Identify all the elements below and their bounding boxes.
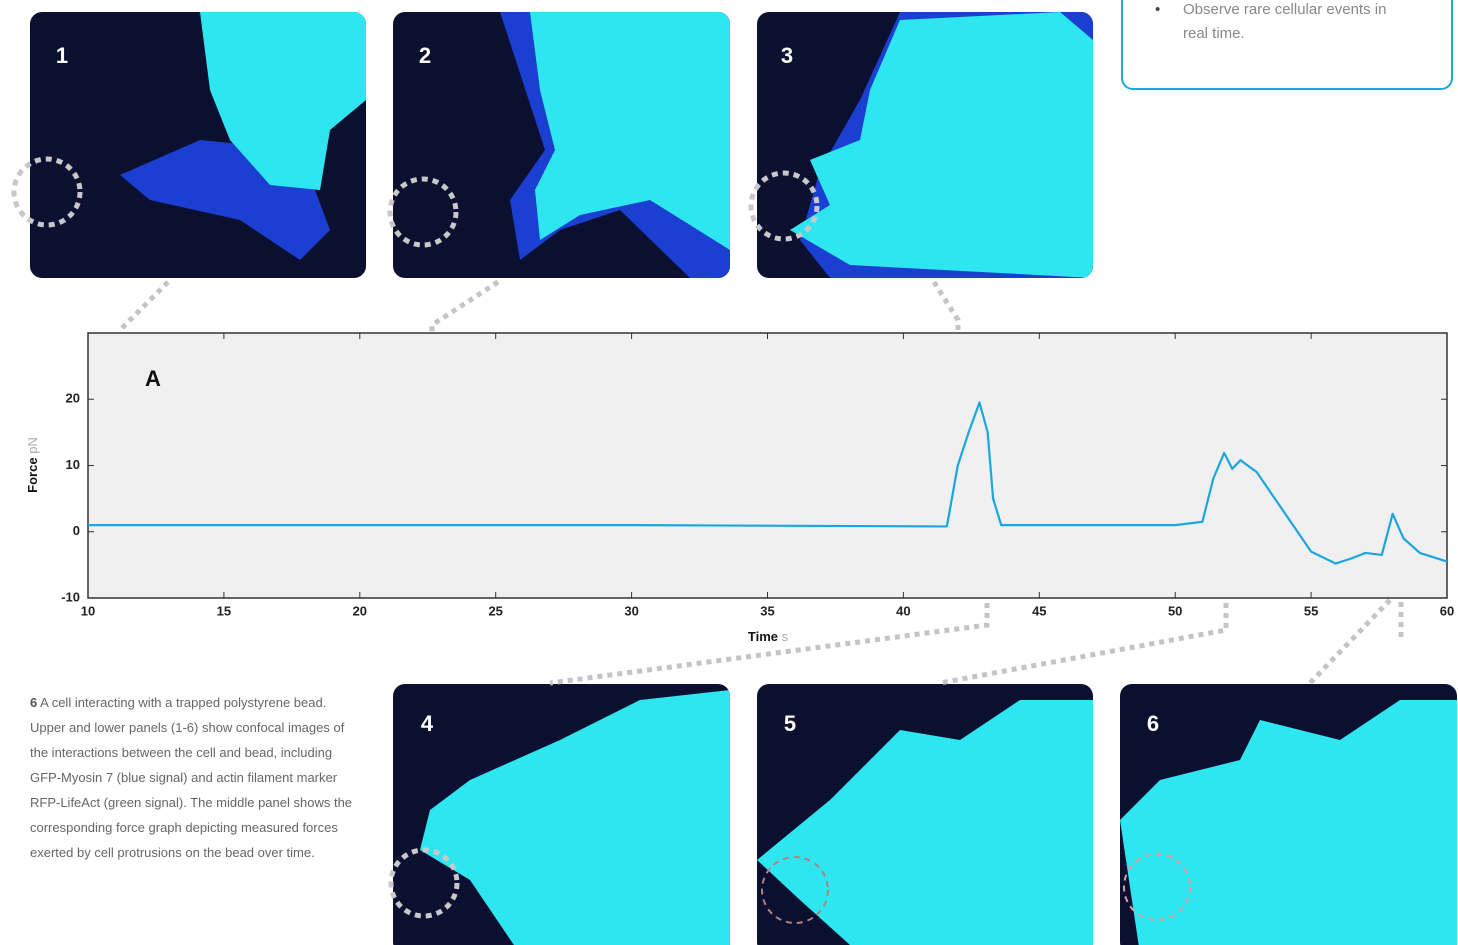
x-tick-label: 20: [353, 603, 367, 618]
x-tick-label: 45: [1032, 603, 1046, 618]
x-label: Time: [748, 629, 778, 644]
bullet: •: [1155, 1, 1161, 18]
caption-number: 6: [30, 695, 38, 710]
caption-text: A cell interacting with a trapped polyst…: [30, 695, 353, 860]
x-tick-label: 60: [1440, 603, 1454, 618]
callout-box: • Observe rare cellular events in real ti…: [1121, 0, 1453, 90]
cell-shapes: [120, 12, 1457, 945]
caption: 6 A cell interacting with a trapped poly…: [30, 690, 360, 865]
panel-label: 1: [56, 43, 68, 68]
x-tick-label: 10: [81, 603, 95, 618]
y-tick-label: -10: [61, 589, 80, 604]
bead-circles: [11, 156, 1191, 924]
panel-label: 4: [421, 711, 434, 736]
y-tick-label: 0: [73, 523, 80, 538]
y-label: Force: [25, 457, 40, 492]
y-axis-label: Force pN: [25, 437, 40, 493]
x-tick-label: 55: [1304, 603, 1318, 618]
force-line: [88, 401, 1448, 565]
panel-label: 3: [781, 43, 793, 68]
x-axis-label: Time s: [748, 629, 789, 644]
panel-label: 2: [419, 43, 431, 68]
panel-label: 5: [784, 711, 796, 736]
x-tick-label: 40: [896, 603, 910, 618]
x-tick-label: 15: [217, 603, 231, 618]
x-unit: s: [782, 629, 789, 644]
x-tick-label: 30: [624, 603, 638, 618]
y-unit: pN: [25, 437, 40, 454]
y-tick-label: 10: [66, 457, 80, 472]
y-tick-label: 20: [66, 391, 80, 406]
x-tick-label: 35: [760, 603, 774, 618]
callout-text: Observe rare cellular events in real tim…: [1183, 1, 1387, 42]
plot-area: [87, 332, 1448, 599]
x-tick-label: 25: [488, 603, 502, 618]
panel-annotation: A: [145, 366, 161, 391]
x-tick-label: 50: [1168, 603, 1182, 618]
panel-label: 6: [1147, 711, 1159, 736]
